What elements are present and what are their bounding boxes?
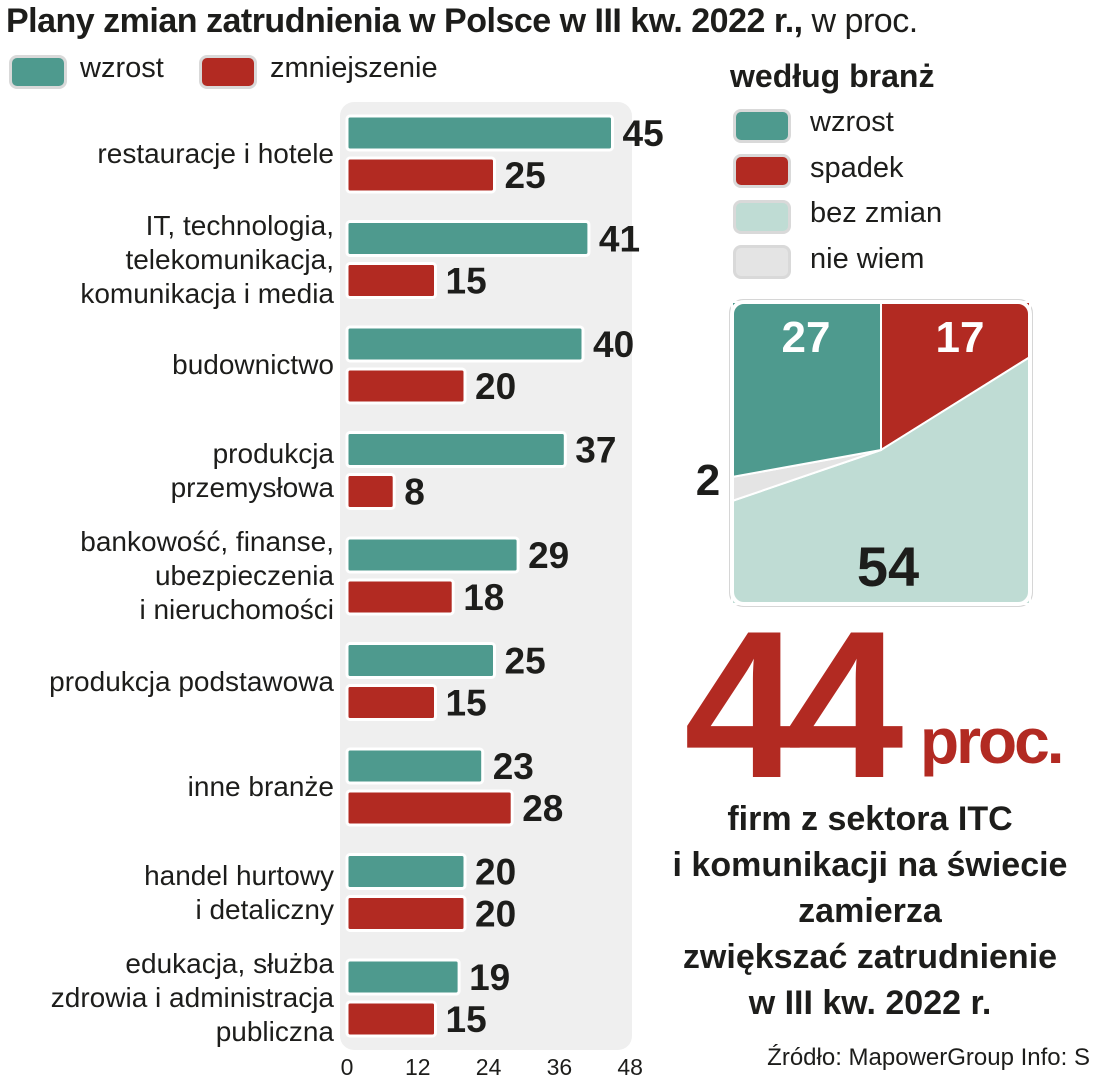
category-label: IT, technologia, telekomunikacja, komunika… bbox=[80, 209, 334, 311]
chart-title-main: Plany zmian zatrudnienia w Polsce w III … bbox=[6, 2, 803, 40]
bar-increase-3 bbox=[345, 431, 567, 468]
legend-label-zmniejszenie: zmniejszenie bbox=[270, 52, 438, 84]
bar-increase-7 bbox=[345, 853, 467, 890]
bar-decrease-3 bbox=[345, 473, 396, 510]
category-label-line: ubezpieczenia bbox=[154, 560, 334, 591]
pie-slice-wzrost bbox=[731, 301, 882, 479]
x-tick-label: 12 bbox=[405, 1054, 431, 1080]
data-label-increase-2: 40 bbox=[593, 324, 634, 365]
bar-decrease-5 bbox=[345, 684, 437, 721]
highlight-line: zamierza bbox=[798, 892, 942, 930]
data-label-increase-7: 20 bbox=[475, 852, 516, 893]
category-label: budownictwo bbox=[172, 348, 334, 382]
category-label-line: bankowość, finanse, bbox=[80, 526, 334, 557]
x-tick-label: 36 bbox=[547, 1054, 573, 1080]
category-label-line: edukacja, służba bbox=[125, 948, 334, 979]
legend-swatch-wzrost bbox=[12, 58, 64, 86]
bar-increase-1 bbox=[345, 220, 591, 257]
data-label-increase-5: 25 bbox=[505, 641, 546, 682]
data-label-increase-1: 41 bbox=[599, 219, 640, 260]
data-label-increase-0: 45 bbox=[623, 113, 664, 154]
category-label: inne branże bbox=[188, 770, 334, 804]
category-label-line: produkcja bbox=[212, 437, 334, 469]
bar-decrease-8 bbox=[345, 1000, 437, 1038]
category-label-line: i detaliczny bbox=[195, 893, 334, 925]
pie-value-nie-wiem: 2 bbox=[696, 456, 720, 505]
category-label-line: inne branże bbox=[187, 771, 334, 802]
legend-swatch-pie-nie-wiem bbox=[736, 248, 788, 276]
legend-label-pie-nie-wiem: nie wiem bbox=[810, 243, 925, 275]
x-tick-label: 24 bbox=[476, 1054, 502, 1080]
category-label-line: zdrowia i administracja bbox=[50, 982, 334, 1013]
category-label-line: produkcja podstawowa bbox=[49, 665, 334, 697]
category-label-line: przemysłowa bbox=[170, 471, 334, 503]
highlight-unit: proc. bbox=[920, 705, 1064, 777]
highlight-description: firm z sektora ITC i komunikacji na świe… bbox=[650, 796, 1090, 1026]
legend-label-pie-spadek: spadek bbox=[810, 152, 904, 184]
highlight-line: firm z sektora ITC bbox=[727, 800, 1013, 838]
data-label-decrease-6: 28 bbox=[522, 788, 563, 829]
x-tick-label: 48 bbox=[617, 1054, 643, 1080]
data-label-decrease-8: 15 bbox=[446, 999, 487, 1040]
category-label: produkcja podstawowa bbox=[49, 665, 334, 699]
bar-increase-4 bbox=[345, 536, 520, 574]
category-label-line: handel hurtowy bbox=[144, 859, 334, 891]
legend-swatch-pie-spadek bbox=[736, 157, 788, 185]
chart-title-unit: w proc. bbox=[802, 2, 919, 40]
legend-label-pie-bez-zmian: bez zmian bbox=[810, 197, 943, 229]
bar-decrease-1 bbox=[345, 262, 437, 299]
bar-decrease-7 bbox=[345, 895, 467, 932]
chart-title: Plany zmian zatrudnienia w Polsce w III … bbox=[6, 2, 918, 41]
data-label-decrease-1: 15 bbox=[446, 261, 487, 302]
data-label-decrease-2: 20 bbox=[475, 366, 516, 407]
data-label-increase-3: 37 bbox=[575, 430, 616, 471]
bar-increase-8 bbox=[345, 958, 461, 996]
bar-decrease-0 bbox=[345, 156, 496, 194]
highlight-line: zwiększać zatrudnienie bbox=[682, 938, 1058, 976]
category-label-line: budownictwo bbox=[172, 349, 334, 380]
bar-decrease-6 bbox=[345, 789, 514, 827]
bar-increase-5 bbox=[345, 642, 496, 679]
category-label-line: publiczna bbox=[215, 1016, 334, 1047]
category-label-line: komunikacja i media bbox=[80, 277, 334, 309]
legend-swatch-pie-wzrost bbox=[736, 112, 788, 140]
legend-label-pie-wzrost: wzrost bbox=[810, 106, 894, 138]
category-label-line: IT, technologia, bbox=[145, 209, 334, 241]
category-label: handel hurtowy i detaliczny bbox=[144, 859, 334, 927]
bar-decrease-2 bbox=[345, 367, 467, 405]
highlight-line: i komunikacji na świecie bbox=[672, 846, 1068, 884]
pie-border bbox=[730, 300, 1032, 606]
legend-swatch-pie-bez-zmian bbox=[736, 203, 788, 231]
pie-value-wzrost: 27 bbox=[782, 313, 831, 362]
data-label-decrease-4: 18 bbox=[463, 577, 504, 618]
data-label-decrease-0: 25 bbox=[505, 155, 546, 196]
pie-value-spadek: 17 bbox=[936, 313, 985, 362]
highlight-number: 44 bbox=[684, 587, 904, 822]
data-label-decrease-5: 15 bbox=[446, 683, 487, 724]
pie-title: według branż bbox=[730, 58, 935, 94]
bar-decrease-4 bbox=[345, 578, 455, 616]
legend-label-wzrost: wzrost bbox=[80, 52, 164, 84]
data-label-increase-4: 29 bbox=[528, 535, 569, 576]
bar-increase-2 bbox=[345, 325, 585, 363]
category-label: bankowość, finanse, ubezpieczenia i nieruc… bbox=[80, 525, 334, 627]
category-label-line: restauracje i hotele bbox=[97, 138, 334, 169]
bar-increase-6 bbox=[345, 747, 485, 785]
category-label-line: telekomunikacja, bbox=[125, 243, 334, 275]
data-label-increase-6: 23 bbox=[493, 746, 534, 787]
data-label-decrease-7: 20 bbox=[475, 894, 516, 935]
legend-swatch-zmniejszenie bbox=[202, 58, 254, 86]
x-tick-label: 0 bbox=[341, 1054, 354, 1080]
category-label: restauracje i hotele bbox=[97, 137, 334, 171]
bar-increase-0 bbox=[345, 114, 614, 152]
source-note: Źródło: MapowerGroup Info: S bbox=[767, 1044, 1090, 1071]
category-label: produkcja przemysłowa bbox=[171, 437, 334, 505]
highlight-line: w III kw. 2022 r. bbox=[748, 984, 992, 1022]
data-label-increase-8: 19 bbox=[469, 957, 510, 998]
category-label-line: i nieruchomości bbox=[139, 594, 334, 625]
category-label: edukacja, służba zdrowia i administracja p… bbox=[51, 947, 334, 1049]
data-label-decrease-3: 8 bbox=[404, 472, 425, 513]
pie-value-bez-zmian: 54 bbox=[857, 535, 919, 598]
